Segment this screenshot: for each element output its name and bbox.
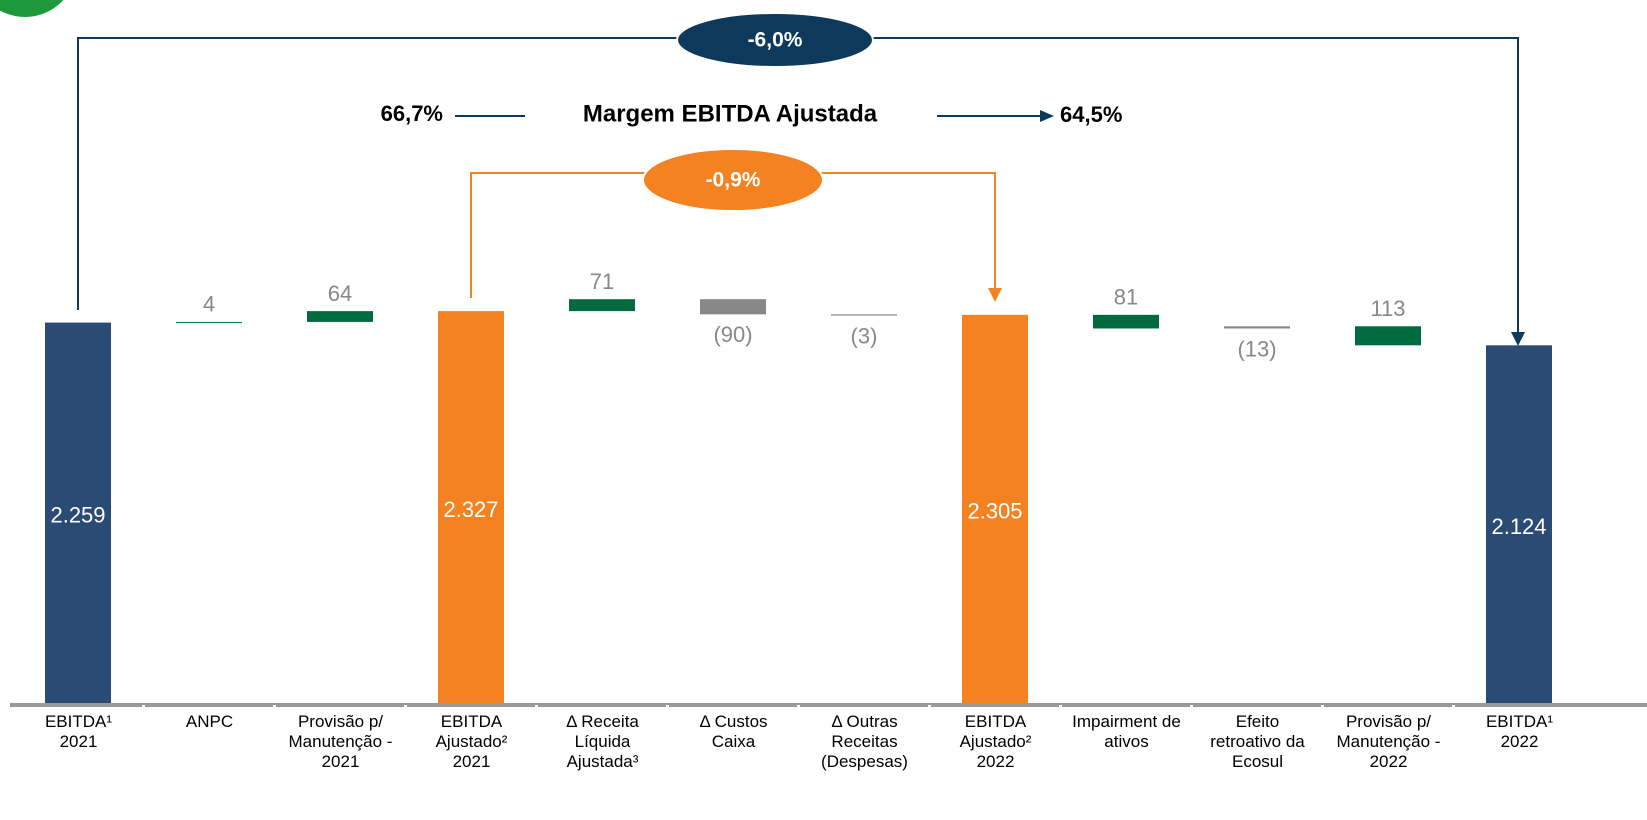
value-label: 2.124 — [1491, 514, 1546, 539]
bar — [700, 299, 766, 315]
value-label: 81 — [1114, 285, 1138, 310]
x-tick-label: Provisão p/ Manutenção - 2021 — [288, 712, 393, 771]
arrowhead — [1511, 332, 1525, 346]
margin-start: 66,7% — [381, 101, 443, 126]
value-label: 2.259 — [50, 503, 105, 528]
margin-title: Margem EBITDA Ajustada — [583, 100, 878, 127]
bar — [962, 314, 1028, 703]
bar — [569, 299, 635, 312]
x-tick-label: Provisão p/ Manutenção - 2022 — [1336, 712, 1441, 771]
bar — [176, 321, 242, 324]
x-tick-label: Δ Receita Líquida Ajustada³ — [566, 712, 639, 771]
logo-circle — [0, 0, 64, 17]
x-tick-label: EBITDA Ajustado² 2022 — [959, 712, 1032, 771]
x-tick-label: Δ Outras Receitas (Despesas) — [821, 712, 908, 771]
x-tick-label: EBITDA Ajustado² 2021 — [435, 712, 508, 771]
bar — [45, 322, 111, 703]
bar — [831, 314, 897, 316]
overall-bubble — [676, 12, 874, 68]
overall-change: -6,0% — [748, 29, 803, 52]
x-tick-label: Efeito retroativo da Ecosul — [1210, 712, 1305, 771]
adjusted-bubble — [642, 148, 824, 212]
value-label: 2.327 — [443, 497, 498, 522]
value-label: (90) — [713, 322, 752, 347]
x-tick-label: Δ Custos Caixa — [699, 712, 768, 751]
bar — [1486, 345, 1552, 703]
arrowhead — [988, 288, 1002, 302]
arrowhead — [1040, 110, 1054, 122]
bar — [307, 311, 373, 322]
value-label: 71 — [590, 269, 614, 294]
value-label: 2.305 — [967, 499, 1022, 524]
bar — [1093, 314, 1159, 329]
value-label: 64 — [328, 281, 352, 306]
x-tick-label: Impairment de ativos — [1072, 712, 1181, 751]
adjusted-change: -0,9% — [706, 169, 761, 192]
margin-end: 64,5% — [1060, 102, 1122, 127]
value-label: (13) — [1237, 336, 1276, 361]
x-tick-label: ANPC — [185, 712, 234, 731]
bar — [1224, 326, 1290, 329]
x-tick-label: EBITDA¹ 2021 — [44, 712, 113, 751]
value-label: (3) — [851, 323, 878, 348]
value-label: 113 — [1370, 296, 1405, 321]
x-tick-label: EBITDA¹ 2022 — [1485, 712, 1554, 751]
bar — [438, 311, 504, 703]
value-label: 4 — [203, 292, 215, 317]
bar — [1355, 326, 1421, 346]
